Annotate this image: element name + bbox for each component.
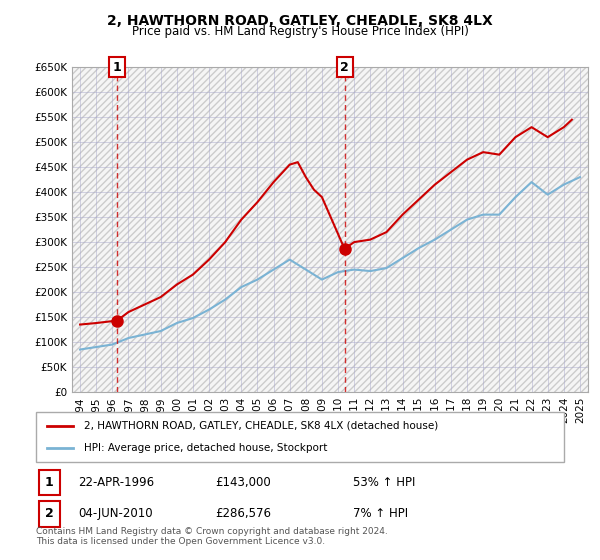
Text: Price paid vs. HM Land Registry's House Price Index (HPI): Price paid vs. HM Land Registry's House … xyxy=(131,25,469,38)
FancyBboxPatch shape xyxy=(38,501,60,526)
Text: 2: 2 xyxy=(340,60,349,74)
Text: 2, HAWTHORN ROAD, GATLEY, CHEADLE, SK8 4LX: 2, HAWTHORN ROAD, GATLEY, CHEADLE, SK8 4… xyxy=(107,14,493,28)
Text: 04-JUN-2010: 04-JUN-2010 xyxy=(78,507,153,520)
Text: 2, HAWTHORN ROAD, GATLEY, CHEADLE, SK8 4LX (detached house): 2, HAWTHORN ROAD, GATLEY, CHEADLE, SK8 4… xyxy=(83,421,438,431)
Text: 7% ↑ HPI: 7% ↑ HPI xyxy=(353,507,408,520)
Text: Contains HM Land Registry data © Crown copyright and database right 2024.
This d: Contains HM Land Registry data © Crown c… xyxy=(36,526,388,546)
Text: 1: 1 xyxy=(113,60,122,74)
FancyBboxPatch shape xyxy=(38,469,60,495)
Text: 53% ↑ HPI: 53% ↑ HPI xyxy=(353,476,415,489)
Text: 2: 2 xyxy=(45,507,53,520)
Text: £143,000: £143,000 xyxy=(215,476,271,489)
Text: HPI: Average price, detached house, Stockport: HPI: Average price, detached house, Stoc… xyxy=(83,443,327,453)
Text: £286,576: £286,576 xyxy=(215,507,272,520)
Text: 22-APR-1996: 22-APR-1996 xyxy=(78,476,154,489)
Text: 1: 1 xyxy=(45,476,53,489)
FancyBboxPatch shape xyxy=(36,412,564,462)
